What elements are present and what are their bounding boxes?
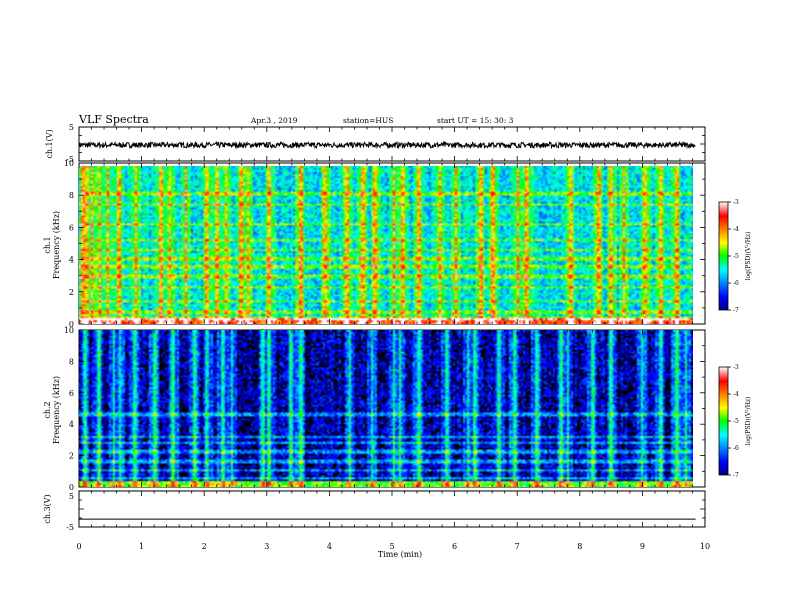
ch1-colorbar-gradient <box>718 201 729 311</box>
x-tick-label: 0 <box>76 542 81 551</box>
ch3-waveform-panel: 5 -5 ch.3(V) <box>43 490 706 532</box>
ch2-spec-ylabel-prefix: ch.2 <box>43 401 52 418</box>
x-tick-label: 1 <box>139 542 144 551</box>
colorbar-tick-label: -4 <box>733 391 739 398</box>
ch1-spec-ylabel: Frequency (kHz) <box>52 211 61 279</box>
x-tick-label: 9 <box>640 542 645 551</box>
ch1-ytick-top: 5 <box>69 123 74 132</box>
y-tick-label: 4 <box>69 420 74 429</box>
y-tick-label: 2 <box>69 288 74 297</box>
y-tick-label: 8 <box>69 357 74 366</box>
ch3-ylabel: ch.3(V) <box>43 494 52 523</box>
y-tick-label: 6 <box>69 223 74 232</box>
header-start-time: start UT = 15: 30: 3 <box>437 116 514 125</box>
y-tick-label: 4 <box>69 256 74 265</box>
y-tick-label: 0 <box>69 483 74 492</box>
colorbar-tick-label: -5 <box>733 253 739 260</box>
x-tick-label: 3 <box>264 542 269 551</box>
y-tick-label: 8 <box>69 191 74 200</box>
x-tick-label: 4 <box>327 542 332 551</box>
ch1-colorbar: -3 -4 -5 -6 -7 log(PSD)(V²/Hz) <box>718 199 752 314</box>
ch3-ytick-bottom: -5 <box>66 523 74 532</box>
y-tick-label: 10 <box>64 326 74 335</box>
ch2-colorbar-gradient <box>718 366 729 476</box>
ch2-spectrogram-image <box>79 330 693 487</box>
ch1-spectrogram-image <box>79 166 693 324</box>
ch3-ytick-top: 5 <box>69 492 74 501</box>
colorbar-tick-label: -3 <box>733 199 739 206</box>
ch1-waveform-panel: 5 -5 ch.1(V) <box>45 123 706 164</box>
x-tick-label: 6 <box>452 542 457 551</box>
x-tick-label: 8 <box>577 542 582 551</box>
ch1-spectrogram-panel: 0 2 4 6 8 10 ch.1 Frequency (kHz) <box>43 159 706 329</box>
x-tick-label: 10 <box>700 542 710 551</box>
header-station: station=HUS <box>343 116 393 125</box>
colorbar-tick-label: -7 <box>733 307 739 314</box>
figure-title: VLF Spectra <box>78 113 149 126</box>
y-tick-label: 2 <box>69 452 74 461</box>
x-tick-label: 5 <box>389 542 394 551</box>
ch2-spec-ylabel: Frequency (kHz) <box>52 376 61 444</box>
ch2-colorbar-label: log(PSD)(V²/Hz) <box>745 397 752 446</box>
colorbar-tick-label: -7 <box>733 472 739 479</box>
colorbar-tick-label: -4 <box>733 226 739 233</box>
colorbar-tick-label: -6 <box>733 445 739 452</box>
x-axis-label: Time (min) <box>378 550 422 559</box>
ch2-spectrogram-panel: 0 2 4 6 8 10 ch.2 Frequency (kHz) <box>43 326 706 492</box>
x-tick-label: 2 <box>202 542 207 551</box>
colorbar-tick-label: -3 <box>733 364 739 371</box>
ch3-waveform-frame <box>78 490 706 528</box>
ch1-ytick-bottom: -5 <box>66 155 74 164</box>
ch1-colorbar-label: log(PSD)(V²/Hz) <box>745 232 752 281</box>
ch1-waveform-trace <box>78 140 696 150</box>
y-tick-label: 6 <box>69 389 74 398</box>
ch1-spec-ylabel-prefix: ch.1 <box>43 236 52 253</box>
ch2-colorbar: -3 -4 -5 -6 -7 log(PSD)(V²/Hz) <box>718 364 752 479</box>
header-date: Apr.3 , 2019 <box>250 116 298 125</box>
colorbar-tick-label: -5 <box>733 418 739 425</box>
colorbar-tick-label: -6 <box>733 280 739 287</box>
ch1-ylabel: ch.1(V) <box>45 129 54 158</box>
x-tick-label: 7 <box>515 542 520 551</box>
y-tick-label: 10 <box>64 159 74 168</box>
y-tick-label: 0 <box>69 320 74 329</box>
